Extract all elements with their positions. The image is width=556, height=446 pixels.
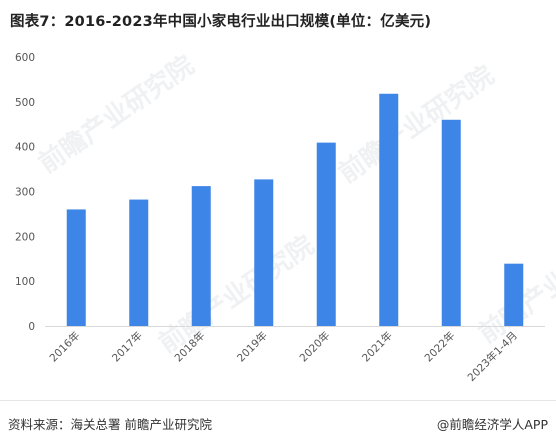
- bar: [129, 199, 149, 326]
- source-note: 资料来源：海关总署 前瞻产业研究院: [8, 417, 212, 432]
- y-tick-label: 100: [15, 276, 35, 288]
- x-tick-label: 2020年: [297, 329, 333, 365]
- bar: [504, 263, 524, 326]
- y-tick-label: 200: [15, 231, 35, 243]
- bar: [379, 93, 399, 326]
- x-tick-label: 2023年1-4月: [465, 329, 520, 384]
- y-tick-label: 0: [28, 321, 35, 333]
- y-tick-label: 300: [15, 187, 35, 199]
- bar: [441, 119, 461, 327]
- bar: [316, 142, 336, 326]
- y-tick-label: 500: [15, 97, 35, 109]
- bar-chart: 0 100 200 300 400 500 600 2016年 2017年 2018年 2019年 2…: [15, 52, 545, 384]
- y-tick-label: 600: [15, 52, 35, 64]
- bar: [66, 209, 86, 326]
- x-tick-label: 2018年: [172, 329, 208, 365]
- x-tick-label: 2021年: [359, 329, 395, 365]
- x-tick-label: 2017年: [109, 329, 145, 365]
- chart-title: 图表7：2016-2023年中国小家电行业出口规模(单位：亿美元): [10, 14, 432, 30]
- x-tick-label: 2022年: [422, 329, 458, 365]
- bar: [254, 179, 274, 326]
- footer-divider: [0, 400, 556, 401]
- bar: [191, 186, 211, 326]
- x-tick-label: 2019年: [234, 329, 270, 365]
- y-tick-label: 400: [15, 142, 35, 154]
- x-tick-label: 2016年: [47, 329, 83, 365]
- brand-credit: @前瞻经济学人APP: [436, 417, 548, 432]
